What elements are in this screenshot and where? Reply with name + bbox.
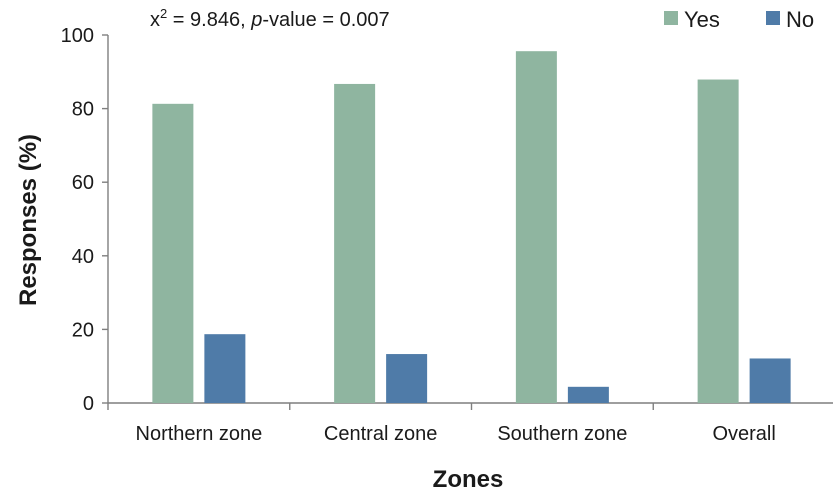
x-category-label: Northern zone (136, 423, 263, 445)
annotation-middle: = 9.846, (167, 9, 251, 31)
bar-no-northern-zone (204, 334, 246, 403)
chi-square-annotation: x2 = 9.846, p-value = 0.007 (150, 6, 390, 31)
x-axis: Northern zone Central zone Southern zone Ov… (107, 402, 833, 445)
bar-yes-central-zone (334, 83, 376, 403)
legend-label-yes: Yes (684, 7, 720, 32)
y-tick-label: 100 (61, 25, 94, 47)
x-category-label: Southern zone (497, 423, 627, 445)
annotation-italic-p: p (250, 9, 262, 31)
bars (152, 51, 791, 403)
y-tick-label: 20 (72, 319, 94, 341)
legend-label-no: No (786, 7, 814, 32)
bar-no-southern-zone (567, 386, 609, 403)
legend-swatch-no (766, 11, 780, 25)
x-category-label: Central zone (324, 423, 437, 445)
bar-no-overall (749, 358, 791, 403)
y-axis-title: Responses (%) (15, 134, 42, 306)
bar-yes-overall (697, 79, 739, 403)
annotation-suffix: -value = 0.007 (262, 9, 389, 31)
y-tick-label: 60 (72, 172, 94, 194)
y-axis: 0 20 40 60 80 100 (61, 25, 109, 415)
svg-text:x2 = 9.846, p-value = 0.007: x2 = 9.846, p-value = 0.007 (150, 6, 390, 31)
annotation-superscript: 2 (160, 6, 167, 21)
y-tick-label: 0 (83, 393, 94, 415)
x-category-label: Overall (712, 423, 775, 445)
annotation-prefix: x (150, 9, 160, 31)
legend: Yes No (664, 7, 814, 32)
bar-yes-southern-zone (515, 51, 557, 403)
legend-swatch-yes (664, 11, 678, 25)
bar-no-central-zone (386, 354, 428, 403)
y-tick-label: 80 (72, 99, 94, 121)
y-tick-label: 40 (72, 246, 94, 268)
bar-yes-northern-zone (152, 103, 194, 403)
x-axis-title: Zones (433, 466, 504, 493)
